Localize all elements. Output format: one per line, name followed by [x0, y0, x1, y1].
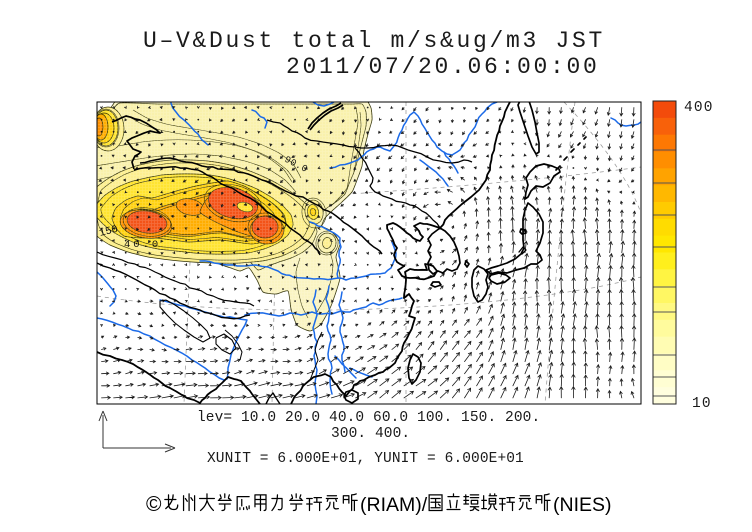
- svg-text:40.0: 40.0: [124, 239, 161, 251]
- svg-text:©: ©: [146, 493, 162, 516]
- svg-text:(NIES): (NIES): [553, 494, 612, 516]
- svg-text:(RIAM)/: (RIAM)/: [360, 494, 428, 516]
